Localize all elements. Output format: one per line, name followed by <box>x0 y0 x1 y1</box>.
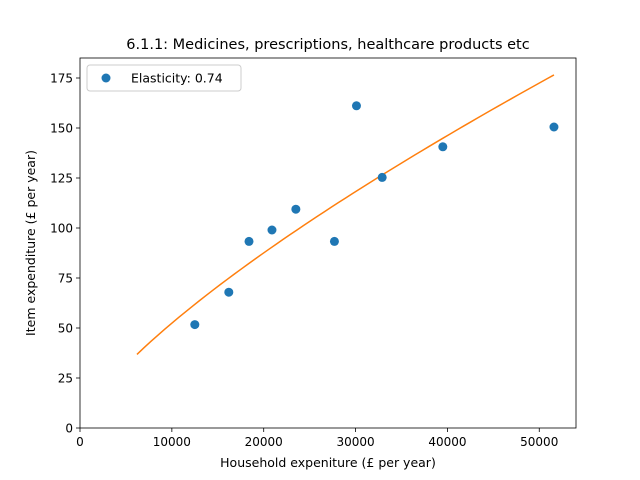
data-point <box>190 320 200 330</box>
x-tick-label: 50000 <box>520 435 558 449</box>
legend-box <box>86 64 242 92</box>
data-point <box>438 142 448 152</box>
data-point <box>549 122 559 132</box>
legend-label: Elasticity: 0.74 <box>131 71 223 86</box>
y-axis: 0 25 50 75 100 125 150 175 <box>50 71 80 435</box>
x-tick-label: 30000 <box>336 435 374 449</box>
plot-area <box>79 57 577 429</box>
y-tick-label: 0 <box>65 421 73 435</box>
chart-title: 6.1.1: Medicines, prescriptions, healthc… <box>126 37 529 53</box>
data-point <box>244 236 254 246</box>
fit-layer <box>136 74 555 355</box>
data-point <box>329 236 339 246</box>
x-tick-label: 20000 <box>245 435 283 449</box>
y-tick-label: 100 <box>50 221 73 235</box>
x-axis-label: Household expeniture (£ per year) <box>220 455 436 470</box>
y-tick-label: 50 <box>58 321 73 335</box>
data-point <box>377 172 387 182</box>
data-point <box>291 204 301 214</box>
legend: Elasticity: 0.74 <box>86 64 242 92</box>
y-tick-label: 25 <box>58 371 73 385</box>
y-tick-label: 175 <box>50 71 73 85</box>
y-tick-label: 150 <box>50 121 73 135</box>
data-point <box>224 287 234 297</box>
data-point <box>351 101 361 111</box>
legend-marker <box>101 73 111 83</box>
x-tick-label: 0 <box>76 435 84 449</box>
x-axis: 0 10000 20000 30000 40000 50000 <box>76 428 558 449</box>
x-tick-label: 40000 <box>428 435 466 449</box>
plot-frame <box>79 57 577 429</box>
points-layer <box>190 101 559 330</box>
fit-line <box>136 74 555 355</box>
x-tick-label: 10000 <box>153 435 191 449</box>
y-tick-label: 75 <box>58 271 73 285</box>
y-axis-label: Item expenditure (£ per year) <box>23 150 38 336</box>
data-point <box>267 225 277 235</box>
y-tick-label: 125 <box>50 171 73 185</box>
